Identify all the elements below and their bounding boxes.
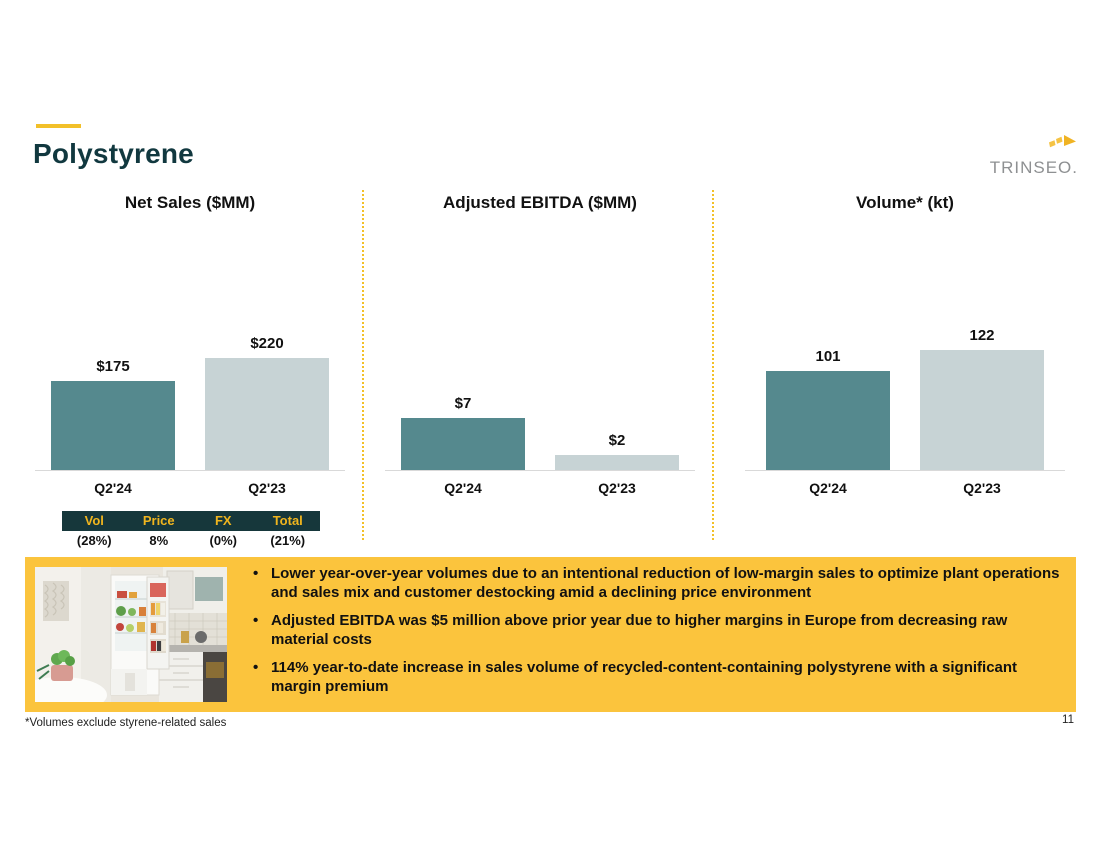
bridge-header-total: Total xyxy=(272,513,303,528)
bar-q224 xyxy=(766,371,890,470)
trinseo-logo-text: TRINSEO. xyxy=(989,158,1078,177)
chart-plot: 101 122 xyxy=(745,243,1065,471)
page-title: Polystyrene xyxy=(33,138,194,169)
chart-volume: Volume* (kt) 101 122 Q2'24 Q2'23 xyxy=(745,193,1065,496)
x-tick-label: Q2'23 xyxy=(963,480,1001,496)
chart-title: Volume* (kt) xyxy=(856,193,954,212)
bar-group-q223: $220 xyxy=(205,335,329,470)
chart-title: Net Sales ($MM) xyxy=(124,193,256,212)
trinseo-logo: TRINSEO. xyxy=(983,134,1078,182)
bar-value-label: $175 xyxy=(96,358,130,375)
dotted-divider xyxy=(362,190,364,540)
chart-net-sales: Net Sales ($MM) $175 $220 Q2'24 Q2'23 xyxy=(35,193,345,496)
bridge-header-fx: FX xyxy=(214,513,232,528)
bar-q224 xyxy=(401,418,525,470)
highlights-bullet-list: Lower year-over-year volumes due to an i… xyxy=(247,564,1062,705)
dotted-divider xyxy=(712,190,714,540)
x-tick-label: Q2'24 xyxy=(444,480,482,496)
bridge-header-price: Price xyxy=(142,513,175,528)
bullet-ebitda: Adjusted EBITDA was $5 million above pri… xyxy=(247,611,1062,649)
bullet-recycled: 114% year-to-date increase in sales volu… xyxy=(247,658,1062,696)
bar-group-q224: $175 xyxy=(51,358,175,470)
bridge-header-vol: Vol xyxy=(84,513,104,528)
x-tick-label: Q2'24 xyxy=(809,480,847,496)
bar-q223 xyxy=(920,350,1044,470)
x-axis-labels: Q2'24 Q2'23 xyxy=(745,471,1065,496)
bar-group-q223: 122 xyxy=(920,327,1044,470)
highlights-callout-box: Lower year-over-year volumes due to an i… xyxy=(25,557,1076,712)
x-tick-label: Q2'23 xyxy=(248,480,286,496)
bridge-value-price: 8% xyxy=(149,533,169,548)
bar-q224 xyxy=(51,381,175,470)
x-tick-label: Q2'23 xyxy=(598,480,636,496)
bridge-value-fx: (0%) xyxy=(209,533,237,548)
bridge-header-row: Vol Price FX Total xyxy=(62,511,320,531)
x-axis-labels: Q2'24 Q2'23 xyxy=(35,471,345,496)
bridge-value-total: (21%) xyxy=(270,533,306,548)
bar-q223 xyxy=(205,358,329,470)
bar-group-q223: $2 xyxy=(555,432,679,470)
bridge-value-vol: (28%) xyxy=(76,533,112,548)
kitchen-refrigerator-image xyxy=(35,567,227,702)
bar-q223 xyxy=(555,455,679,470)
bar-value-label: $7 xyxy=(454,395,472,412)
chart-adjusted-ebitda: Adjusted EBITDA ($MM) $7 $2 Q2'24 Q2'23 xyxy=(385,193,695,496)
chart-plot: $175 $220 xyxy=(35,243,345,471)
bar-value-label: 122 xyxy=(969,327,995,344)
trinseo-arrow-icon xyxy=(1049,134,1076,157)
variance-bridge-table: Vol Price FX Total (28%) 8% (0%) (21%) xyxy=(62,511,320,551)
page-number: 11 xyxy=(1062,714,1074,726)
x-tick-label: Q2'24 xyxy=(94,480,132,496)
bar-group-q224: $7 xyxy=(401,395,525,470)
x-axis-labels: Q2'24 Q2'23 xyxy=(385,471,695,496)
bar-value-label: $2 xyxy=(608,432,626,449)
bar-value-label: 101 xyxy=(815,348,841,365)
footnote: *Volumes exclude styrene-related sales xyxy=(25,717,227,729)
bar-group-q224: 101 xyxy=(766,348,890,470)
accent-dash xyxy=(36,124,81,128)
bullet-volumes: Lower year-over-year volumes due to an i… xyxy=(247,564,1062,602)
chart-plot: $7 $2 xyxy=(385,243,695,471)
bar-value-label: $220 xyxy=(250,335,284,352)
chart-title: Adjusted EBITDA ($MM) xyxy=(443,193,637,212)
bridge-values-row: (28%) 8% (0%) (21%) xyxy=(62,531,320,551)
